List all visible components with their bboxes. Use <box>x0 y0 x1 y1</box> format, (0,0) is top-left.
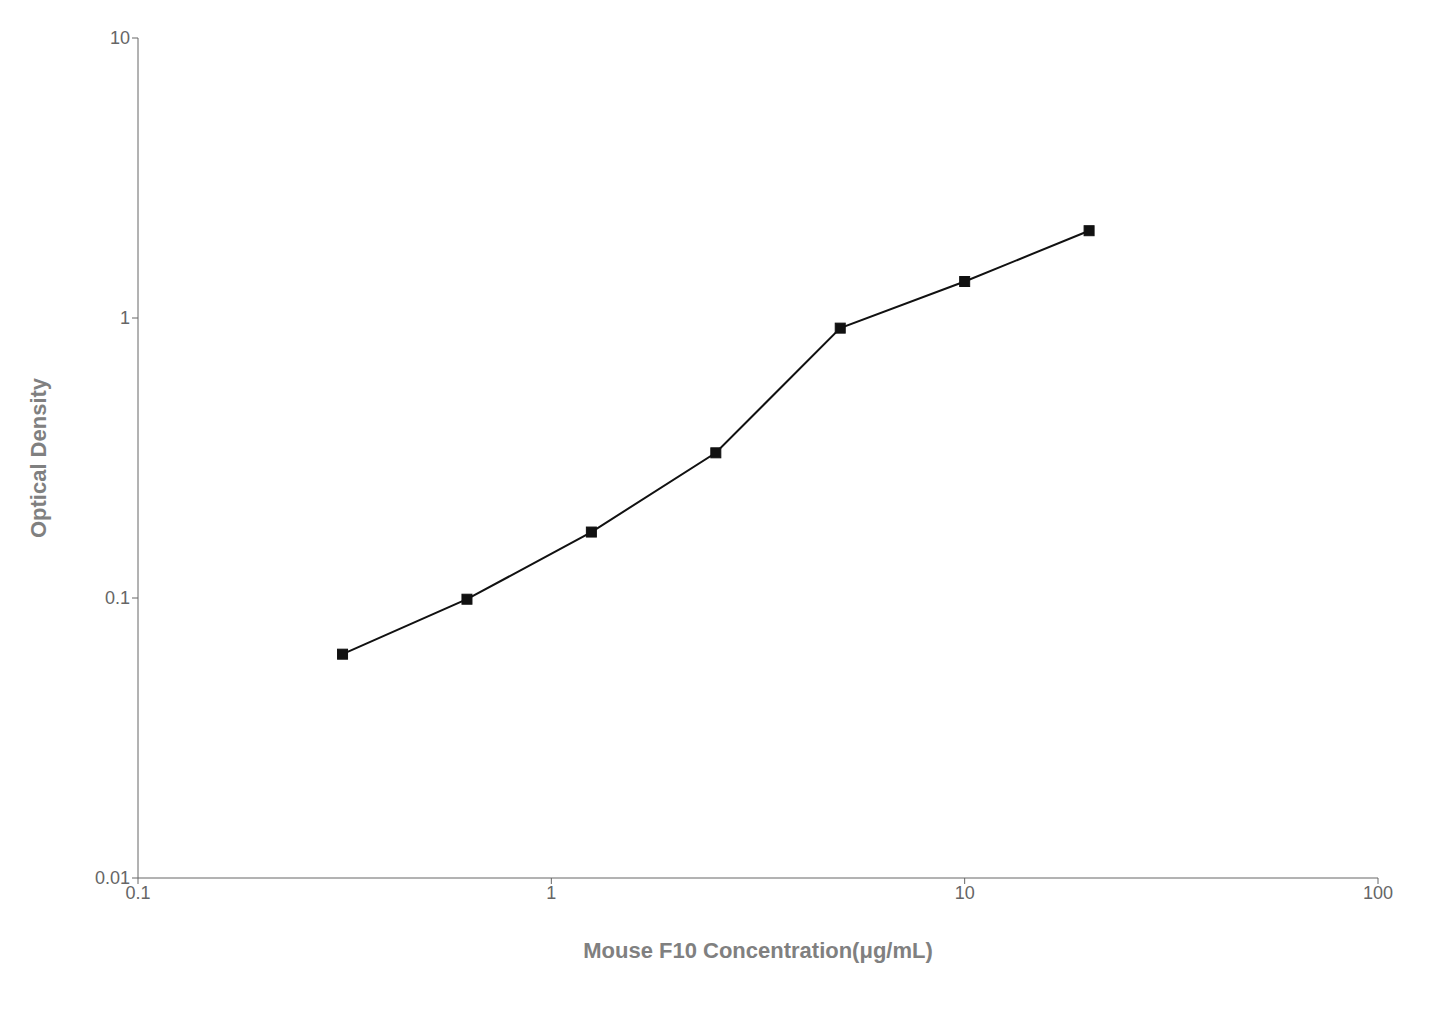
svg-text:Optical Density: Optical Density <box>26 377 51 538</box>
svg-text:100: 100 <box>1363 883 1393 903</box>
svg-text:10: 10 <box>110 28 130 48</box>
svg-text:0.1: 0.1 <box>125 882 151 903</box>
svg-text:0.1: 0.1 <box>105 588 130 608</box>
svg-text:1: 1 <box>546 883 556 903</box>
svg-text:0.01: 0.01 <box>95 868 130 888</box>
svg-text:1: 1 <box>120 308 130 328</box>
svg-text:10: 10 <box>955 883 975 903</box>
svg-text:Mouse F10 Concentration(μg/mL): Mouse F10 Concentration(μg/mL) <box>583 938 933 963</box>
